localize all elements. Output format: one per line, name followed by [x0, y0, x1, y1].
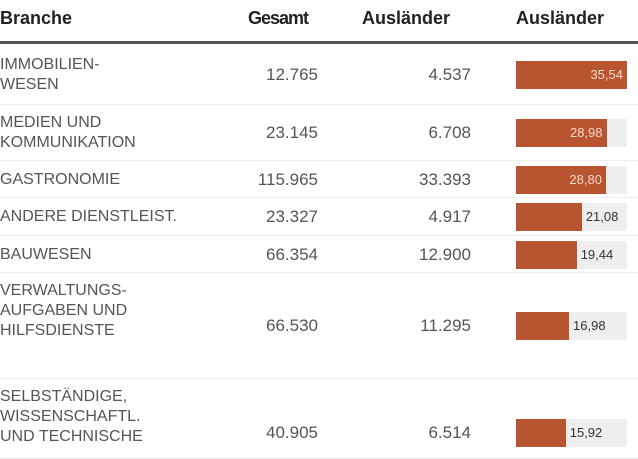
branche-name: VERWALTUNGS- AUFGABEN UND HILFSDIENSTE	[0, 282, 128, 339]
table-row: MEDIEN UND KOMMUNIKATION 23.145 6.708 28…	[0, 105, 638, 161]
branche-name: ANDERE DIENSTLEIST.	[0, 208, 177, 225]
percent-bar-track: 35,54	[516, 60, 627, 89]
table-row: SELBSTÄNDIGE, WISSENSCHAFTL. UND TECHNIS…	[0, 379, 638, 459]
col-branche[interactable]: Branche	[0, 8, 73, 28]
auslaender-value: 12.900	[419, 244, 471, 264]
branche-name: IMMOBILIEN- WESEN	[0, 55, 100, 93]
percent-bar	[516, 419, 566, 447]
percent-label: 16,98	[573, 318, 606, 333]
gesamt-value: 12.765	[266, 64, 318, 84]
percent-bar-track: 28,80	[516, 165, 627, 194]
percent-label: 28,98	[569, 125, 603, 140]
gesamt-value: 66.354	[266, 244, 318, 264]
table-row: BAUWESEN 66.354 12.900 19,44	[0, 236, 638, 273]
col-auslaender[interactable]: Ausländer	[362, 8, 451, 28]
branche-name: MEDIEN UND KOMMUNIKATION	[0, 114, 136, 151]
branche-name: SELBSTÄNDIGE, WISSENSCHAFTL. UND TECHNIS…	[0, 388, 143, 445]
auslaender-value: 4.917	[428, 207, 471, 226]
percent-label: 19,44	[580, 246, 614, 262]
percent-bar	[516, 240, 577, 269]
branche-name: GASTRONOMIE	[0, 170, 121, 188]
gesamt-value: 66.530	[266, 316, 318, 335]
auslaender-value: 4.537	[428, 64, 471, 84]
auslaender-value: 33.393	[419, 169, 471, 189]
percent-bar	[516, 119, 607, 147]
percent-bar-track: 21,08	[516, 203, 627, 231]
percent-bar-track: 28,98	[516, 119, 627, 147]
auslaender-value: 6.514	[428, 423, 471, 442]
percent-bar	[516, 60, 627, 89]
table-row: ANDERE DIENSTLEIST. 23.327 4.917 21,08	[0, 198, 638, 236]
percent-bar	[516, 203, 582, 231]
branche-name: BAUWESEN	[0, 245, 92, 263]
table-header: Branche Gesamt Ausländer Ausländer	[0, 0, 638, 44]
table-row: GASTRONOMIE 115.965 33.393 28,80	[0, 161, 638, 198]
percent-bar-track: 19,44	[516, 240, 627, 269]
auslaender-value: 11.295	[420, 316, 471, 335]
auslaender-value: 6.708	[428, 123, 471, 142]
table-row: VERWALTUNGS- AUFGABEN UND HILFSDIENSTE 6…	[0, 273, 638, 379]
percent-bar	[516, 165, 606, 194]
percent-bar	[516, 312, 570, 340]
table-row: IMMOBILIEN- WESEN 12.765 4.537 35,54	[0, 44, 638, 105]
gesamt-value: 23.145	[266, 123, 318, 142]
col-auslaender-pct[interactable]: Ausländer	[516, 8, 605, 28]
col-gesamt[interactable]: Gesamt	[248, 8, 309, 28]
percent-label: 35,54	[590, 66, 623, 82]
percent-bar-track: 16,98	[516, 312, 627, 340]
gesamt-value: 40.905	[266, 423, 318, 442]
percent-label: 15,92	[569, 425, 603, 440]
gesamt-value: 23.327	[266, 207, 318, 226]
percent-bar-track: 15,92	[516, 419, 627, 447]
percent-label: 21,08	[585, 209, 619, 224]
percent-label: 28,80	[569, 171, 602, 187]
gesamt-value: 115.965	[257, 169, 318, 189]
